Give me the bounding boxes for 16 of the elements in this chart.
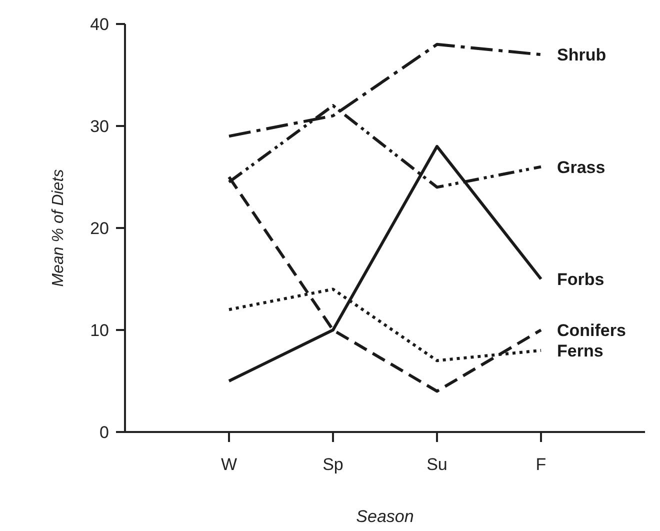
series-label: Forbs: [557, 270, 604, 289]
series-label: Grass: [557, 158, 606, 177]
y-tick-label: 30: [90, 117, 109, 136]
x-tick-label: F: [536, 455, 546, 474]
y-tick-label: 10: [90, 321, 109, 340]
y-axis-title: Mean % of Diets: [50, 169, 67, 287]
y-tick-label: 0: [100, 423, 109, 442]
x-tick-label: Su: [426, 455, 448, 474]
y-tick-label: 20: [90, 219, 109, 238]
series-label: Conifers: [557, 321, 626, 340]
x-axis-title: Season: [356, 507, 414, 526]
x-tick-label: W: [220, 455, 238, 474]
series-label: Ferns: [557, 341, 604, 360]
series-label: Shrub: [557, 46, 606, 65]
y-tick-label: 40: [90, 15, 109, 34]
x-tick-label: Sp: [322, 455, 344, 474]
